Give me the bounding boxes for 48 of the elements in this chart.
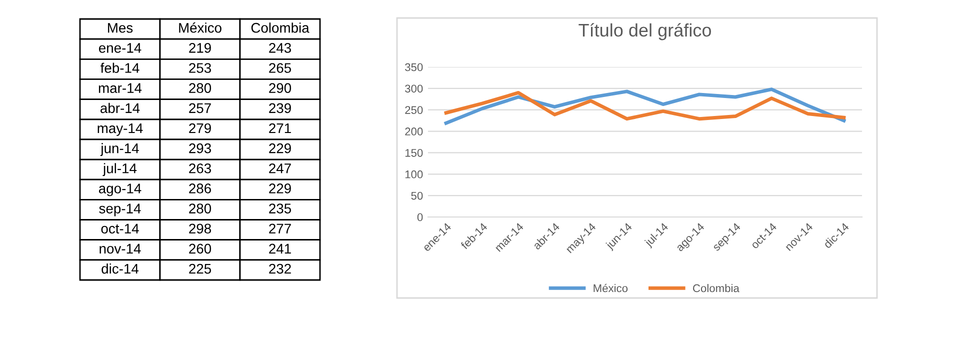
data-label: 253 bbox=[189, 63, 211, 73]
category-label: jun-14 bbox=[100, 143, 139, 156]
series-label: México bbox=[179, 22, 222, 33]
data-label: 279 bbox=[189, 123, 211, 134]
legend-label: México bbox=[594, 284, 628, 292]
text: Mes bbox=[108, 23, 133, 33]
data-label: 293 bbox=[189, 143, 211, 154]
data-label: 235 bbox=[269, 204, 292, 214]
y-tick-label: 350 bbox=[405, 63, 423, 72]
data-label: 229 bbox=[269, 184, 291, 194]
data-label: 260 bbox=[189, 244, 212, 254]
category-label: ago-14 bbox=[98, 184, 142, 196]
category-label: ene-14 bbox=[98, 43, 142, 53]
y-tick-label: 50 bbox=[411, 192, 423, 200]
data-label: 257 bbox=[189, 103, 211, 114]
y-tick-label: 0 bbox=[417, 213, 423, 222]
category-label: mar-14 bbox=[98, 83, 142, 93]
data-label: 280 bbox=[189, 83, 212, 93]
data-label: 290 bbox=[269, 83, 292, 93]
data-label: 247 bbox=[269, 163, 291, 174]
y-tick-label: 100 bbox=[405, 170, 423, 178]
data-label: 298 bbox=[189, 224, 211, 234]
y-tick-label: 300 bbox=[405, 84, 423, 93]
data-label: 229 bbox=[269, 143, 291, 154]
series-label: Colombia bbox=[251, 22, 310, 33]
data-label: 243 bbox=[269, 43, 291, 53]
data-label: 241 bbox=[269, 244, 291, 254]
y-tick-label: 250 bbox=[405, 106, 423, 114]
data-label: 277 bbox=[269, 224, 291, 234]
category-label: jul-14 bbox=[102, 163, 137, 176]
chart-title: Título del gráfico bbox=[578, 23, 711, 40]
category-label: may-14 bbox=[98, 123, 143, 136]
data-label: 286 bbox=[189, 184, 211, 194]
data-label: 263 bbox=[189, 163, 211, 174]
y-tick-label: 200 bbox=[405, 128, 423, 136]
data-label: 232 bbox=[269, 264, 291, 274]
y-tick-label: 150 bbox=[405, 148, 423, 157]
legend-label: Colombia bbox=[693, 284, 740, 292]
category-label: dic-14 bbox=[102, 263, 139, 274]
category-label: abr-14 bbox=[100, 102, 140, 114]
data-label: 225 bbox=[189, 264, 212, 274]
category-label: feb-14 bbox=[100, 62, 140, 73]
category-label: sep-14 bbox=[99, 204, 141, 216]
data-label: 280 bbox=[189, 204, 212, 214]
data-label: 271 bbox=[269, 123, 291, 134]
data-label: 265 bbox=[269, 63, 292, 73]
data-label: 219 bbox=[189, 43, 211, 53]
data-label: 239 bbox=[269, 103, 291, 114]
